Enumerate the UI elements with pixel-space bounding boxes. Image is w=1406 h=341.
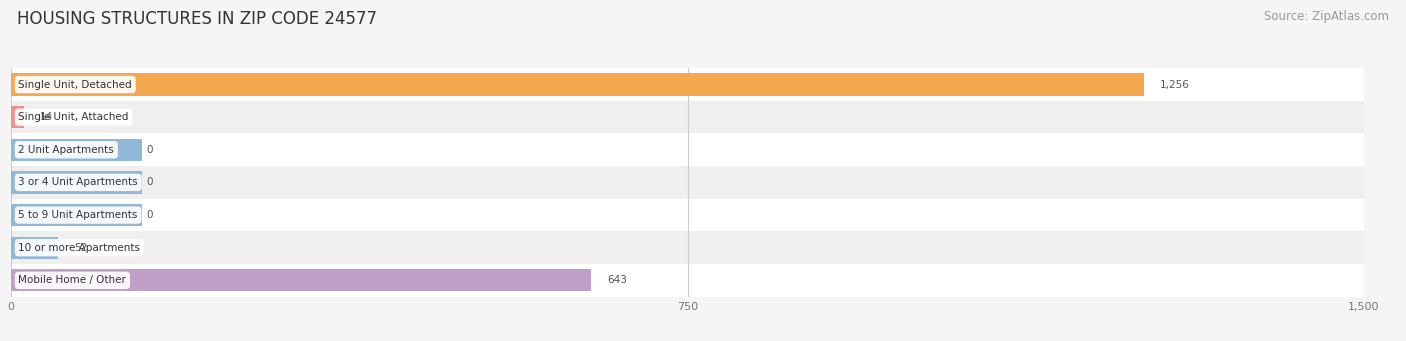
Bar — [11, 237, 58, 259]
Bar — [11, 73, 1144, 95]
Text: 0: 0 — [146, 145, 153, 155]
Bar — [11, 106, 24, 128]
Text: 3 or 4 Unit Apartments: 3 or 4 Unit Apartments — [18, 177, 138, 188]
Bar — [11, 68, 1364, 101]
Bar — [11, 166, 1364, 199]
Text: 10 or more Apartments: 10 or more Apartments — [18, 243, 141, 253]
Bar — [11, 199, 1364, 232]
Bar — [11, 264, 1364, 297]
Bar — [11, 171, 142, 194]
Text: Single Unit, Attached: Single Unit, Attached — [18, 112, 129, 122]
Text: 52: 52 — [75, 243, 87, 253]
Bar — [11, 101, 1364, 133]
Text: 1,256: 1,256 — [1160, 79, 1189, 90]
Text: Source: ZipAtlas.com: Source: ZipAtlas.com — [1264, 10, 1389, 23]
Bar — [11, 269, 591, 292]
Text: Single Unit, Detached: Single Unit, Detached — [18, 79, 132, 90]
Text: 14: 14 — [41, 112, 53, 122]
Text: 0: 0 — [146, 210, 153, 220]
Bar — [11, 232, 1364, 264]
Text: 643: 643 — [607, 275, 627, 285]
Text: 0: 0 — [146, 177, 153, 188]
Text: Mobile Home / Other: Mobile Home / Other — [18, 275, 127, 285]
Text: HOUSING STRUCTURES IN ZIP CODE 24577: HOUSING STRUCTURES IN ZIP CODE 24577 — [17, 10, 377, 28]
Bar — [11, 139, 142, 161]
Bar — [11, 204, 142, 226]
Bar — [11, 133, 1364, 166]
Text: 5 to 9 Unit Apartments: 5 to 9 Unit Apartments — [18, 210, 138, 220]
Text: 2 Unit Apartments: 2 Unit Apartments — [18, 145, 114, 155]
